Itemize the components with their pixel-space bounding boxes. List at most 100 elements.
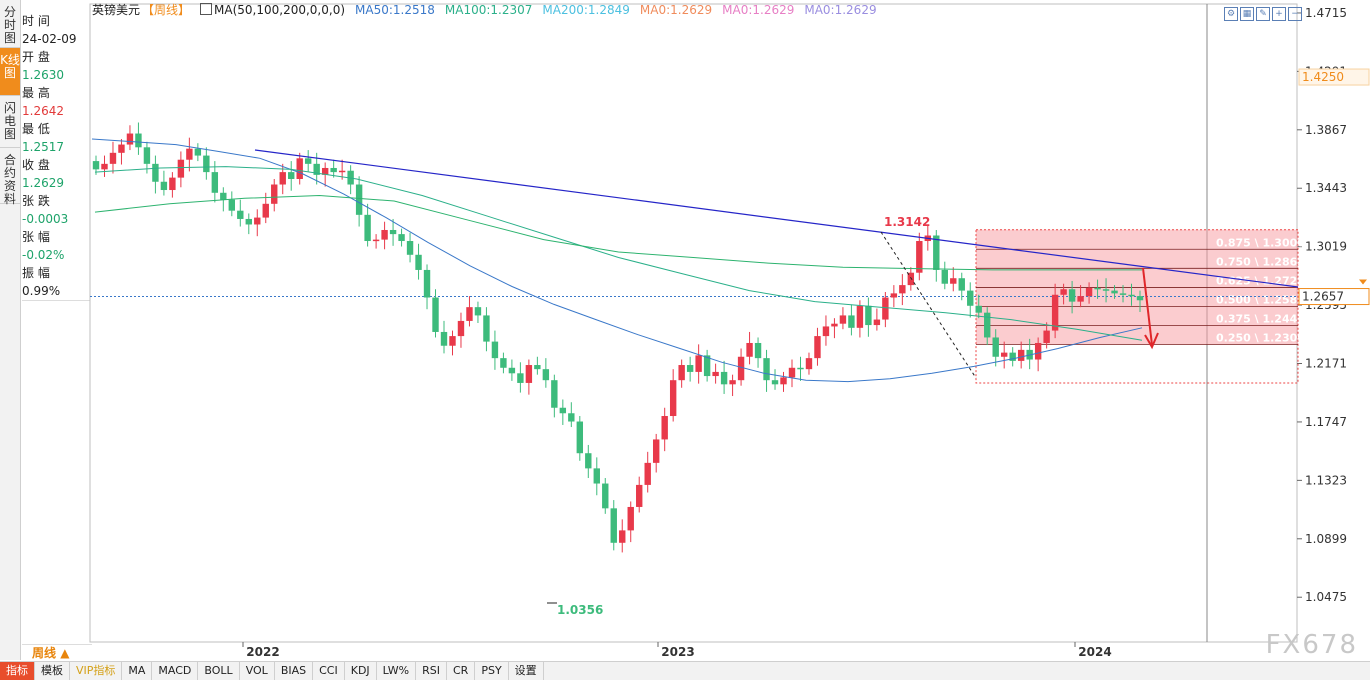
fib-level-label: 0.500 \ 1.2585 [1216, 293, 1305, 306]
close-value: 1.2629 [22, 176, 64, 190]
projection-arrow [1142, 267, 1153, 346]
tab-contract-info[interactable]: 合约资料 [0, 148, 20, 206]
candle-body [992, 337, 999, 357]
x-tick-label: 2022 [246, 645, 279, 659]
candle-body [1136, 296, 1144, 301]
watermark-logo: FX678 [1265, 630, 1358, 660]
swing-low-label: 1.0356 [557, 603, 603, 617]
pct-value: -0.02% [22, 248, 65, 262]
tab-rsi[interactable]: RSI [416, 662, 447, 680]
candle-body [1128, 294, 1135, 297]
candle-body [1009, 352, 1016, 361]
downtrend-line [254, 149, 1299, 288]
period-tag: 【周线】 [142, 3, 191, 17]
candle-body [534, 365, 541, 370]
y-tick-label: 1.1323 [1305, 473, 1347, 487]
tab-psy[interactable]: PSY [475, 662, 509, 680]
candle-body [1068, 289, 1076, 302]
y-tick-label: 1.4715 [1305, 6, 1347, 20]
close-label: 收 盘 [22, 158, 50, 172]
candle-body [661, 416, 668, 440]
tab-cci[interactable]: CCI [313, 662, 345, 680]
tab-lw[interactable]: LW% [377, 662, 417, 680]
candle-body [712, 371, 719, 377]
candle-body [211, 172, 219, 193]
candle-body [1000, 352, 1008, 357]
tab-flash[interactable]: 闪电图 [0, 96, 20, 148]
ma200-line [94, 194, 1142, 271]
tab-ma[interactable]: MA [122, 662, 153, 680]
grid-icon[interactable]: ▦ [1240, 7, 1254, 21]
candle-body [933, 235, 940, 270]
candle-body [865, 305, 872, 326]
candle-body [169, 177, 176, 191]
candle-body [491, 341, 499, 359]
candle-body [610, 508, 617, 543]
fib-level-label: 0.625 \ 1.2723 [1216, 274, 1305, 287]
candle-body [474, 307, 482, 316]
candle-body [177, 159, 185, 178]
candle-body [203, 155, 210, 173]
candle-body [686, 365, 694, 372]
tab-vol[interactable]: VOL [240, 662, 275, 680]
low-label: 最 低 [22, 122, 50, 136]
candle-body [856, 305, 864, 328]
candle-body [1051, 294, 1059, 331]
y-tick-label: 1.0475 [1305, 590, 1347, 604]
candle-body [899, 285, 906, 294]
tab-macd[interactable]: MACD [152, 662, 199, 680]
period-button[interactable]: 周线 ▲ [22, 644, 92, 660]
candle-body [517, 373, 524, 383]
candle-body [389, 229, 397, 235]
zoom-out-icon[interactable]: − [1288, 7, 1302, 21]
period-button-label: 周线 [32, 646, 57, 660]
candle-body [916, 241, 923, 273]
tab-timeshare[interactable]: 分时图 [0, 0, 20, 48]
candle-body [882, 297, 889, 320]
candle-body [483, 315, 490, 342]
candle-body [245, 218, 252, 225]
ma100-value: MA100:1.2307 [444, 3, 533, 17]
candle-body [313, 163, 320, 175]
candle-body [372, 239, 380, 242]
tab-bias[interactable]: BIAS [275, 662, 314, 680]
candle-body [92, 161, 100, 170]
projection-arrowhead [1144, 332, 1159, 350]
fib-level-label: 0.875 \ 1.3000 [1216, 236, 1305, 249]
ma0-value-1: MA0:1.2629 [639, 3, 713, 17]
candle-body [720, 371, 728, 385]
settings-icon[interactable]: ⚙ [1224, 7, 1238, 21]
candle-body [1085, 287, 1093, 297]
candle-body [500, 358, 507, 368]
draw-icon[interactable]: ✎ [1256, 7, 1270, 21]
candle-body [967, 290, 974, 306]
candle-body [890, 293, 898, 298]
price-marker-icon [1359, 279, 1367, 285]
current-price-tag: 1.2657 [1302, 290, 1344, 304]
candle-body [695, 355, 702, 372]
tab-kline[interactable]: K线图 [0, 48, 20, 96]
y-tick-label: 1.3443 [1305, 181, 1347, 195]
candle-body [109, 152, 117, 164]
tab-kdj[interactable]: KDJ [345, 662, 377, 680]
fib-level-label: 0.750 \ 1.2862 [1216, 255, 1305, 268]
candle-body [525, 365, 533, 383]
x-tick-label: 2023 [661, 645, 694, 659]
time-value: 24-02-09 [22, 32, 77, 46]
candle-body [669, 380, 677, 417]
candle-body [1060, 289, 1067, 295]
indicator-tabbar: 指标 模板 VIP指标 MA MACD BOLL VOL BIAS CCI KDJ LW% RSI CR… [0, 661, 1370, 680]
tab-template[interactable]: 模板 [35, 662, 70, 680]
tab-cr[interactable]: CR [447, 662, 476, 680]
candle-body [593, 468, 600, 484]
candle-body [568, 413, 575, 422]
tab-indicators[interactable]: 指标 [0, 662, 35, 680]
tab-settings[interactable]: 设置 [509, 662, 544, 680]
tab-vip[interactable]: VIP指标 [70, 662, 123, 680]
tab-boll[interactable]: BOLL [198, 662, 240, 680]
indicator-icon[interactable] [200, 3, 213, 15]
zoom-in-icon[interactable]: + [1272, 7, 1286, 21]
candle-body [126, 133, 134, 145]
open-value: 1.2630 [22, 68, 64, 82]
